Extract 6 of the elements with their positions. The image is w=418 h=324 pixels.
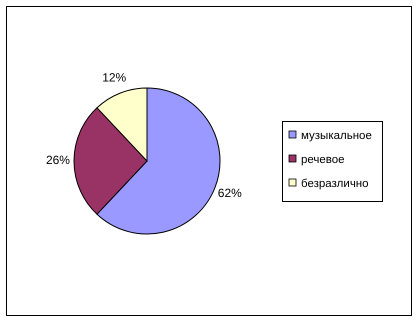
legend-label: музыкальное bbox=[301, 130, 372, 142]
data-label: 12% bbox=[102, 70, 127, 84]
legend-label: речевое bbox=[301, 154, 345, 166]
legend-label: безразлично bbox=[301, 178, 369, 190]
data-label: 26% bbox=[46, 153, 70, 168]
data-label: 62% bbox=[218, 186, 242, 200]
